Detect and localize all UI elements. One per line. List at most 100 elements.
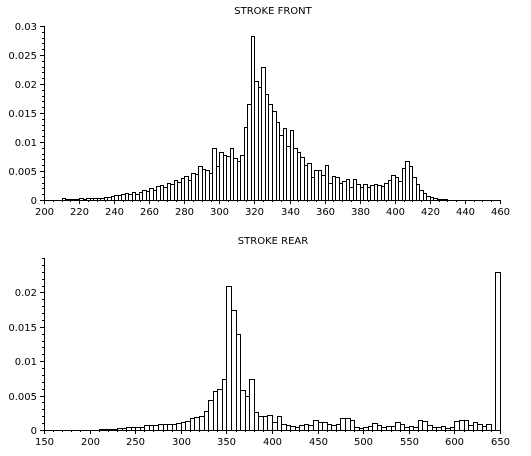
histogram-bar bbox=[190, 418, 195, 431]
histogram-bar bbox=[156, 186, 161, 201]
x-tick-label: 420 bbox=[421, 207, 440, 218]
histogram-bar bbox=[240, 390, 246, 431]
histogram-bar bbox=[495, 272, 501, 431]
x-tick-label: 600 bbox=[445, 437, 464, 448]
histogram-bar bbox=[363, 184, 368, 201]
x-tick-label: 200 bbox=[81, 437, 100, 448]
x-tick-label: 460 bbox=[491, 207, 510, 218]
histogram-bar bbox=[313, 420, 319, 431]
y-tick-label: 0.005 bbox=[8, 167, 37, 178]
x-tick-label: 280 bbox=[175, 207, 194, 218]
histogram-bar bbox=[245, 396, 250, 431]
histogram-bar bbox=[314, 170, 319, 201]
histogram-bar bbox=[144, 425, 150, 431]
histogram-bar bbox=[345, 418, 351, 431]
y-tick-label: 0.01 bbox=[15, 357, 37, 368]
chart-title: STROKE FRONT bbox=[234, 6, 312, 17]
histogram-bar bbox=[236, 334, 241, 431]
histogram-bar bbox=[267, 415, 273, 431]
histogram-bar bbox=[279, 135, 284, 201]
histogram-bar bbox=[170, 184, 175, 201]
y-tick-label: 0.02 bbox=[15, 80, 37, 91]
histogram-bar bbox=[281, 424, 287, 431]
x-tick-label: 300 bbox=[210, 207, 229, 218]
histogram-bar bbox=[217, 389, 223, 431]
histogram-bar bbox=[368, 426, 373, 431]
x-tick-label: 450 bbox=[309, 437, 328, 448]
histogram-bar bbox=[194, 417, 200, 431]
histogram-bar bbox=[398, 181, 403, 201]
x-tick-label: 550 bbox=[400, 437, 419, 448]
histogram-bar bbox=[135, 194, 140, 201]
x-tick-label: 360 bbox=[316, 207, 335, 218]
histogram-bar bbox=[386, 426, 392, 431]
histogram-bar bbox=[205, 170, 210, 201]
y-tick-label: 0 bbox=[31, 426, 37, 437]
histogram-bar bbox=[181, 422, 186, 431]
histogram-bar bbox=[321, 175, 326, 201]
histogram-bar bbox=[198, 166, 203, 201]
axes: 150 200 250 300 350 400 450 500 550 600 650 0 0.005 0… bbox=[8, 258, 510, 448]
histogram-bar bbox=[300, 157, 305, 201]
histogram-bar bbox=[261, 67, 266, 201]
histogram-bar bbox=[158, 424, 164, 431]
y-tick-label: 0 bbox=[31, 196, 37, 207]
x-tick-label: 650 bbox=[491, 437, 510, 448]
histogram-bar bbox=[213, 391, 218, 431]
histogram-bar bbox=[177, 182, 182, 201]
histogram-bar bbox=[418, 420, 423, 431]
y-tick-label: 0.015 bbox=[8, 323, 37, 334]
y-tick-label: 0.025 bbox=[8, 51, 37, 62]
x-tick-label: 260 bbox=[140, 207, 159, 218]
x-tick-label: 200 bbox=[35, 207, 54, 218]
histogram-bar bbox=[249, 379, 255, 431]
x-tick-label: 320 bbox=[245, 207, 264, 218]
histogram-bar bbox=[454, 421, 460, 431]
x-tick-label: 350 bbox=[217, 437, 236, 448]
histogram-bar bbox=[128, 194, 133, 201]
histogram-bar bbox=[163, 187, 168, 201]
histogram-bar bbox=[204, 411, 209, 431]
histogram-bar bbox=[422, 421, 428, 431]
x-tick-label: 240 bbox=[105, 207, 124, 218]
histogram-bar bbox=[391, 426, 396, 431]
histogram-bar bbox=[208, 400, 214, 431]
histogram-bar bbox=[231, 310, 237, 431]
x-tick-label: 150 bbox=[35, 437, 54, 448]
histogram-bar bbox=[277, 416, 282, 431]
x-tick-label: 400 bbox=[386, 207, 405, 218]
bars bbox=[62, 36, 448, 201]
chart-title: STROKE REAR bbox=[238, 236, 308, 247]
histogram-bar bbox=[328, 183, 333, 201]
histogram-bar bbox=[258, 416, 264, 431]
histogram-bar bbox=[149, 425, 154, 431]
histogram-bar bbox=[307, 163, 312, 201]
x-tick-label: 220 bbox=[70, 207, 89, 218]
histogram-bar bbox=[121, 194, 126, 201]
histogram-bar bbox=[212, 148, 217, 201]
histogram-bar bbox=[377, 185, 382, 201]
histogram-bar bbox=[304, 424, 309, 431]
histogram-bar bbox=[340, 418, 346, 431]
histogram-bar bbox=[372, 423, 378, 431]
histogram-bar bbox=[468, 425, 474, 431]
histogram-bar bbox=[419, 190, 424, 201]
histogram-bar bbox=[322, 422, 328, 431]
y-tick-label: 0.005 bbox=[8, 392, 37, 403]
histogram-bar bbox=[370, 185, 375, 201]
histogram-bar bbox=[426, 196, 431, 201]
histogram-bar bbox=[327, 424, 332, 431]
histogram-bar bbox=[272, 422, 278, 431]
histogram-bar bbox=[176, 423, 182, 431]
x-tick-label: 340 bbox=[281, 207, 300, 218]
histogram-bar bbox=[163, 424, 168, 431]
histogram-bar bbox=[400, 424, 405, 431]
axes: 200 220 240 260 280 300 320 340 360 380 400 420 440 4… bbox=[8, 22, 510, 218]
histogram-bar bbox=[222, 379, 227, 431]
histogram-bar bbox=[342, 181, 347, 201]
histogram-bar bbox=[172, 424, 177, 431]
histogram-bar bbox=[409, 426, 414, 431]
histogram-bar bbox=[350, 420, 355, 431]
histogram-bar bbox=[167, 424, 173, 431]
histogram-bar bbox=[391, 175, 396, 201]
